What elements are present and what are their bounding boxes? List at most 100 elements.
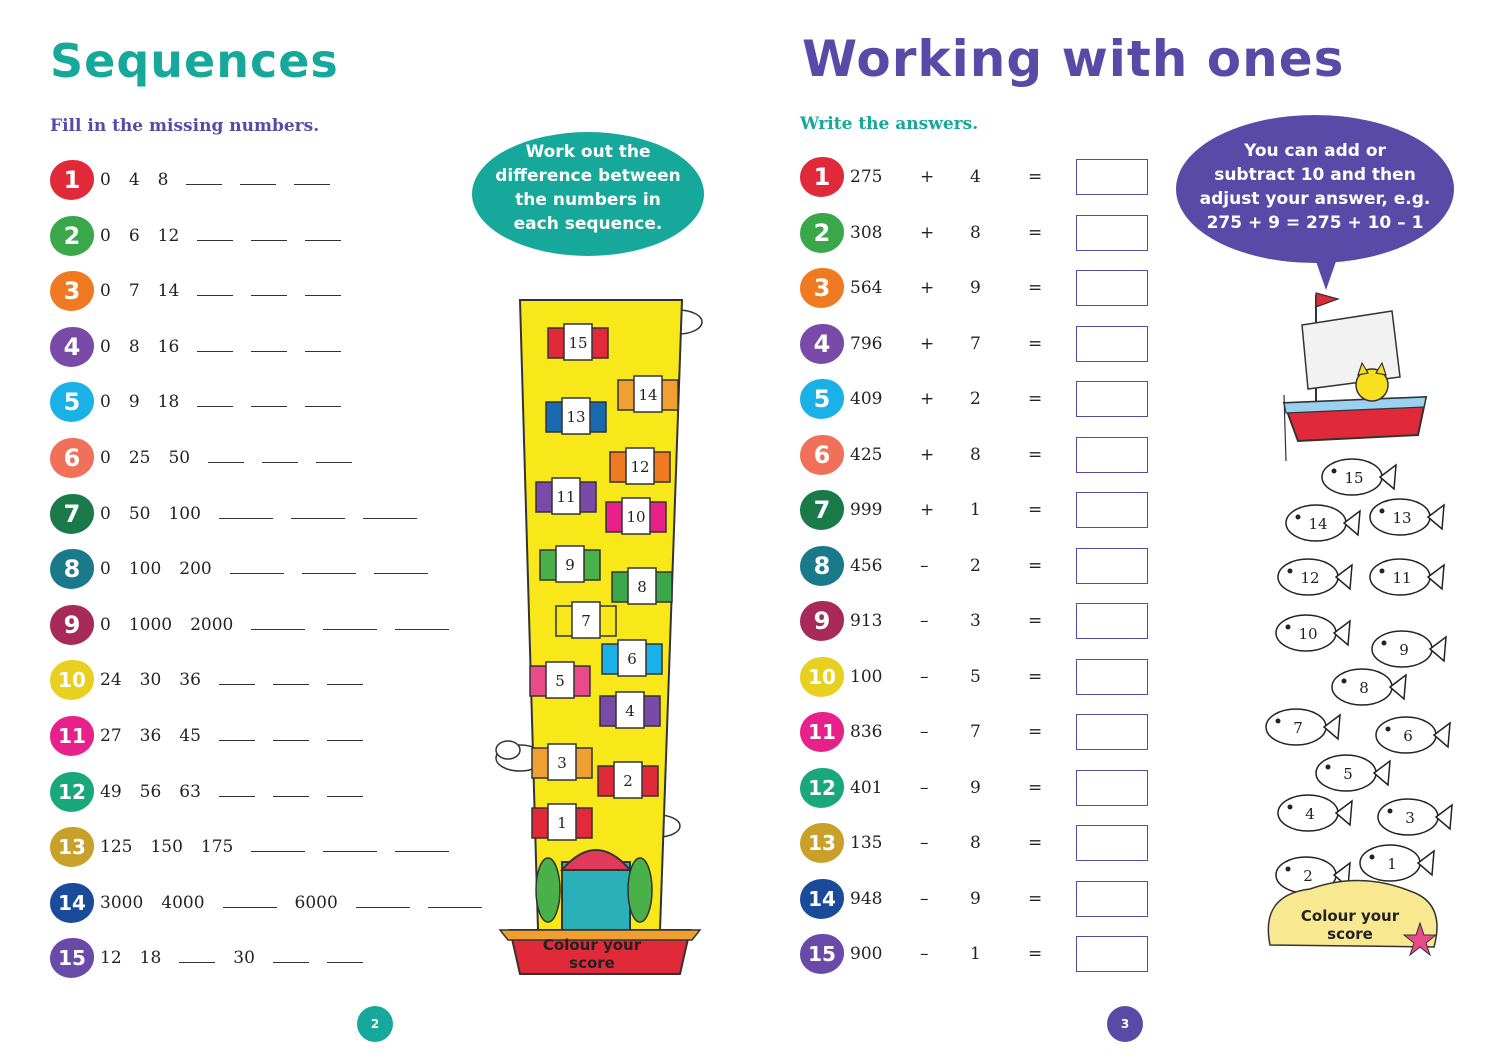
answer-blank[interactable] <box>326 727 363 741</box>
tower-window[interactable]: 4 <box>599 691 661 729</box>
answer-blank[interactable] <box>294 171 331 185</box>
answer-blank[interactable] <box>362 505 417 519</box>
fish-icon[interactable]: 8 <box>1331 668 1407 706</box>
answer-blank[interactable] <box>427 894 482 908</box>
answer-blank[interactable] <box>218 505 273 519</box>
answer-blank[interactable] <box>197 282 234 297</box>
answer-blank[interactable] <box>305 338 342 352</box>
sequence-number: 6 <box>128 225 140 246</box>
answer-blank[interactable] <box>251 616 306 630</box>
tower-window[interactable]: 9 <box>539 545 601 583</box>
answer-blank[interactable] <box>323 616 378 630</box>
fish-icon[interactable]: 7 <box>1265 708 1341 746</box>
answer-blank[interactable] <box>326 671 363 686</box>
answer-blank[interactable] <box>395 616 450 630</box>
question-row: 12 49 56 63 <box>50 770 381 814</box>
answer-box[interactable] <box>1076 436 1148 473</box>
answer-blank[interactable] <box>316 449 353 463</box>
tower-window[interactable]: 3 <box>531 743 593 781</box>
answer-blank[interactable] <box>197 338 234 352</box>
answer-box[interactable] <box>1076 714 1148 750</box>
sequence-number: 0 <box>100 559 111 580</box>
answer-blank[interactable] <box>179 949 216 964</box>
answer-blank[interactable] <box>197 393 234 408</box>
fish-icon[interactable]: 6 <box>1375 716 1451 754</box>
answer-blank[interactable] <box>323 838 378 853</box>
answer-blank[interactable] <box>251 838 306 853</box>
fish-icon[interactable]: 5 <box>1315 754 1391 792</box>
answer-blank[interactable] <box>218 783 255 797</box>
answer-blank[interactable] <box>240 171 277 185</box>
answer-blank[interactable] <box>373 560 428 575</box>
tower-window[interactable]: 12 <box>609 447 671 485</box>
answer-box[interactable] <box>1076 270 1148 306</box>
sequence-number: 63 <box>179 781 201 802</box>
fish-icon[interactable]: 12 <box>1277 558 1353 596</box>
answer-blank[interactable] <box>301 560 356 575</box>
answer-box[interactable] <box>1076 492 1148 528</box>
answer-box[interactable] <box>1076 880 1148 917</box>
tower-window[interactable]: 13 <box>545 397 607 435</box>
fish-eye <box>1379 568 1385 574</box>
fish-icon[interactable]: 3 <box>1377 798 1453 836</box>
answer-box[interactable] <box>1076 325 1148 362</box>
fish-icon[interactable]: 1 <box>1359 844 1435 882</box>
answer-blank[interactable] <box>272 727 309 741</box>
answer-blank[interactable] <box>262 449 299 463</box>
answer-blank[interactable] <box>218 671 255 686</box>
answer-box[interactable] <box>1076 825 1148 861</box>
fish-number: 8 <box>1359 679 1369 697</box>
answer-blank[interactable] <box>395 838 450 853</box>
tower-window[interactable]: 8 <box>611 567 673 605</box>
tower-window[interactable]: 2 <box>597 761 659 799</box>
fish-number: 14 <box>1308 515 1327 533</box>
answer-blank[interactable] <box>251 393 288 408</box>
tower-window[interactable]: 11 <box>535 477 597 515</box>
fish-icon[interactable]: 11 <box>1369 558 1445 596</box>
tower-window[interactable]: 10 <box>605 497 667 535</box>
answer-blank[interactable] <box>272 783 309 797</box>
tower-window[interactable]: 6 <box>601 639 663 677</box>
answer-box[interactable] <box>1076 381 1148 417</box>
fish-icon[interactable]: 4 <box>1277 794 1353 832</box>
fish-icon[interactable]: 14 <box>1285 504 1361 542</box>
tower-window[interactable]: 15 <box>547 323 609 361</box>
fish-icon[interactable]: 13 <box>1369 498 1445 536</box>
answer-blank[interactable] <box>326 949 363 964</box>
tower-window[interactable]: 7 <box>555 601 617 639</box>
answer-blank[interactable] <box>272 949 309 964</box>
answer-box[interactable] <box>1076 547 1148 584</box>
answer-blank[interactable] <box>186 171 223 185</box>
sequence: 0 100 200 <box>100 559 446 579</box>
question-row: 5 409 +2 = <box>800 377 1160 421</box>
operand-b: 8 <box>970 222 981 243</box>
answer-blank[interactable] <box>251 227 288 241</box>
answer-blank[interactable] <box>197 227 234 241</box>
answer-blank[interactable] <box>251 282 288 297</box>
fish-icon[interactable]: 15 <box>1321 458 1397 496</box>
answer-blank[interactable] <box>355 894 410 908</box>
window-number: 13 <box>566 408 585 426</box>
fish-icon[interactable]: 9 <box>1371 630 1447 668</box>
answer-box[interactable] <box>1076 658 1148 695</box>
answer-blank[interactable] <box>222 894 277 908</box>
answer-blank[interactable] <box>218 727 255 741</box>
answer-box[interactable] <box>1076 936 1148 972</box>
answer-box[interactable] <box>1076 603 1148 639</box>
fish-icon[interactable]: 10 <box>1275 614 1351 652</box>
tower-window[interactable]: 5 <box>529 661 591 699</box>
answer-box[interactable] <box>1076 159 1148 195</box>
tower-window[interactable]: 1 <box>531 803 593 841</box>
answer-blank[interactable] <box>272 671 309 686</box>
answer-blank[interactable] <box>326 783 363 797</box>
answer-blank[interactable] <box>251 338 288 352</box>
answer-box[interactable] <box>1076 214 1148 251</box>
answer-blank[interactable] <box>208 449 245 463</box>
answer-blank[interactable] <box>290 505 345 519</box>
answer-box[interactable] <box>1076 769 1148 806</box>
tower-window[interactable]: 14 <box>617 375 679 413</box>
answer-blank[interactable] <box>305 282 342 297</box>
answer-blank[interactable] <box>229 560 284 575</box>
answer-blank[interactable] <box>305 393 342 408</box>
answer-blank[interactable] <box>305 227 342 241</box>
